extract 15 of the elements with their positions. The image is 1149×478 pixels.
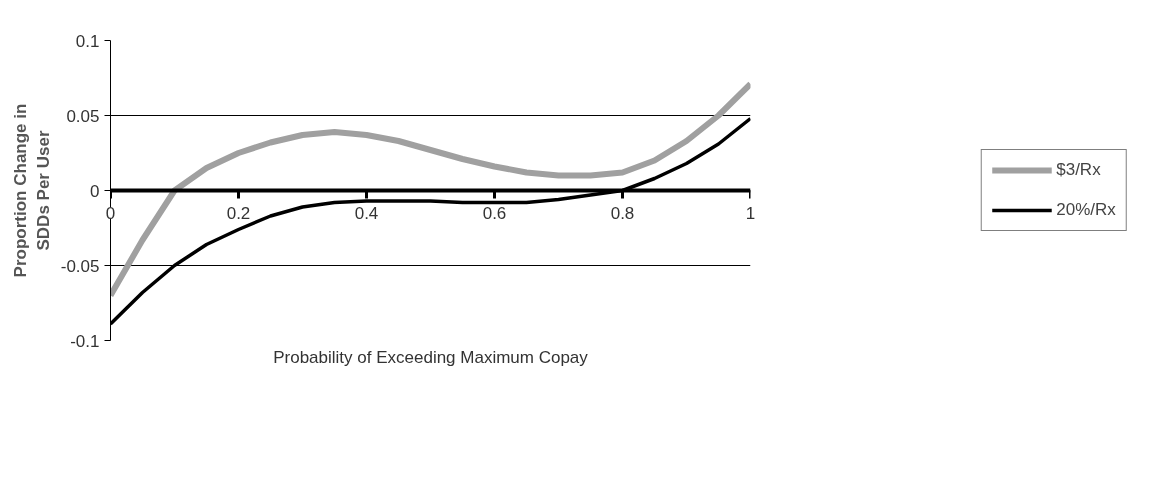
y-axis-title: Proportion Change in SDDs Per User [10, 103, 53, 278]
y-tick-label: 0.05 [66, 106, 100, 126]
y-tick-label: 0 [90, 181, 100, 201]
legend-label: $3/Rx [1056, 160, 1101, 180]
y-tick-label: -0.05 [60, 256, 100, 276]
x-tick-label: 0 [105, 204, 116, 223]
y-tick-label: -0.1 [70, 331, 100, 351]
x-tick-label: 0.4 [354, 204, 379, 223]
legend-label: 20%/Rx [1056, 200, 1116, 220]
x-tick-label: 0.8 [610, 204, 635, 223]
x-axis-title: Probability of Exceeding Maximum Copay [273, 347, 589, 367]
x-tick-label: 0.6 [482, 204, 507, 223]
x-tick-label: 1 [745, 204, 756, 223]
x-tick-label: 0.2 [226, 204, 251, 223]
y-tick-label: 0.1 [75, 31, 100, 51]
